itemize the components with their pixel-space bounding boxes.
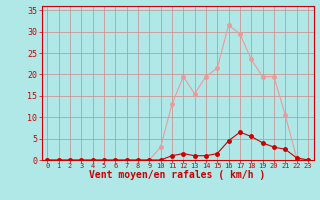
X-axis label: Vent moyen/en rafales ( km/h ): Vent moyen/en rafales ( km/h ): [90, 170, 266, 180]
